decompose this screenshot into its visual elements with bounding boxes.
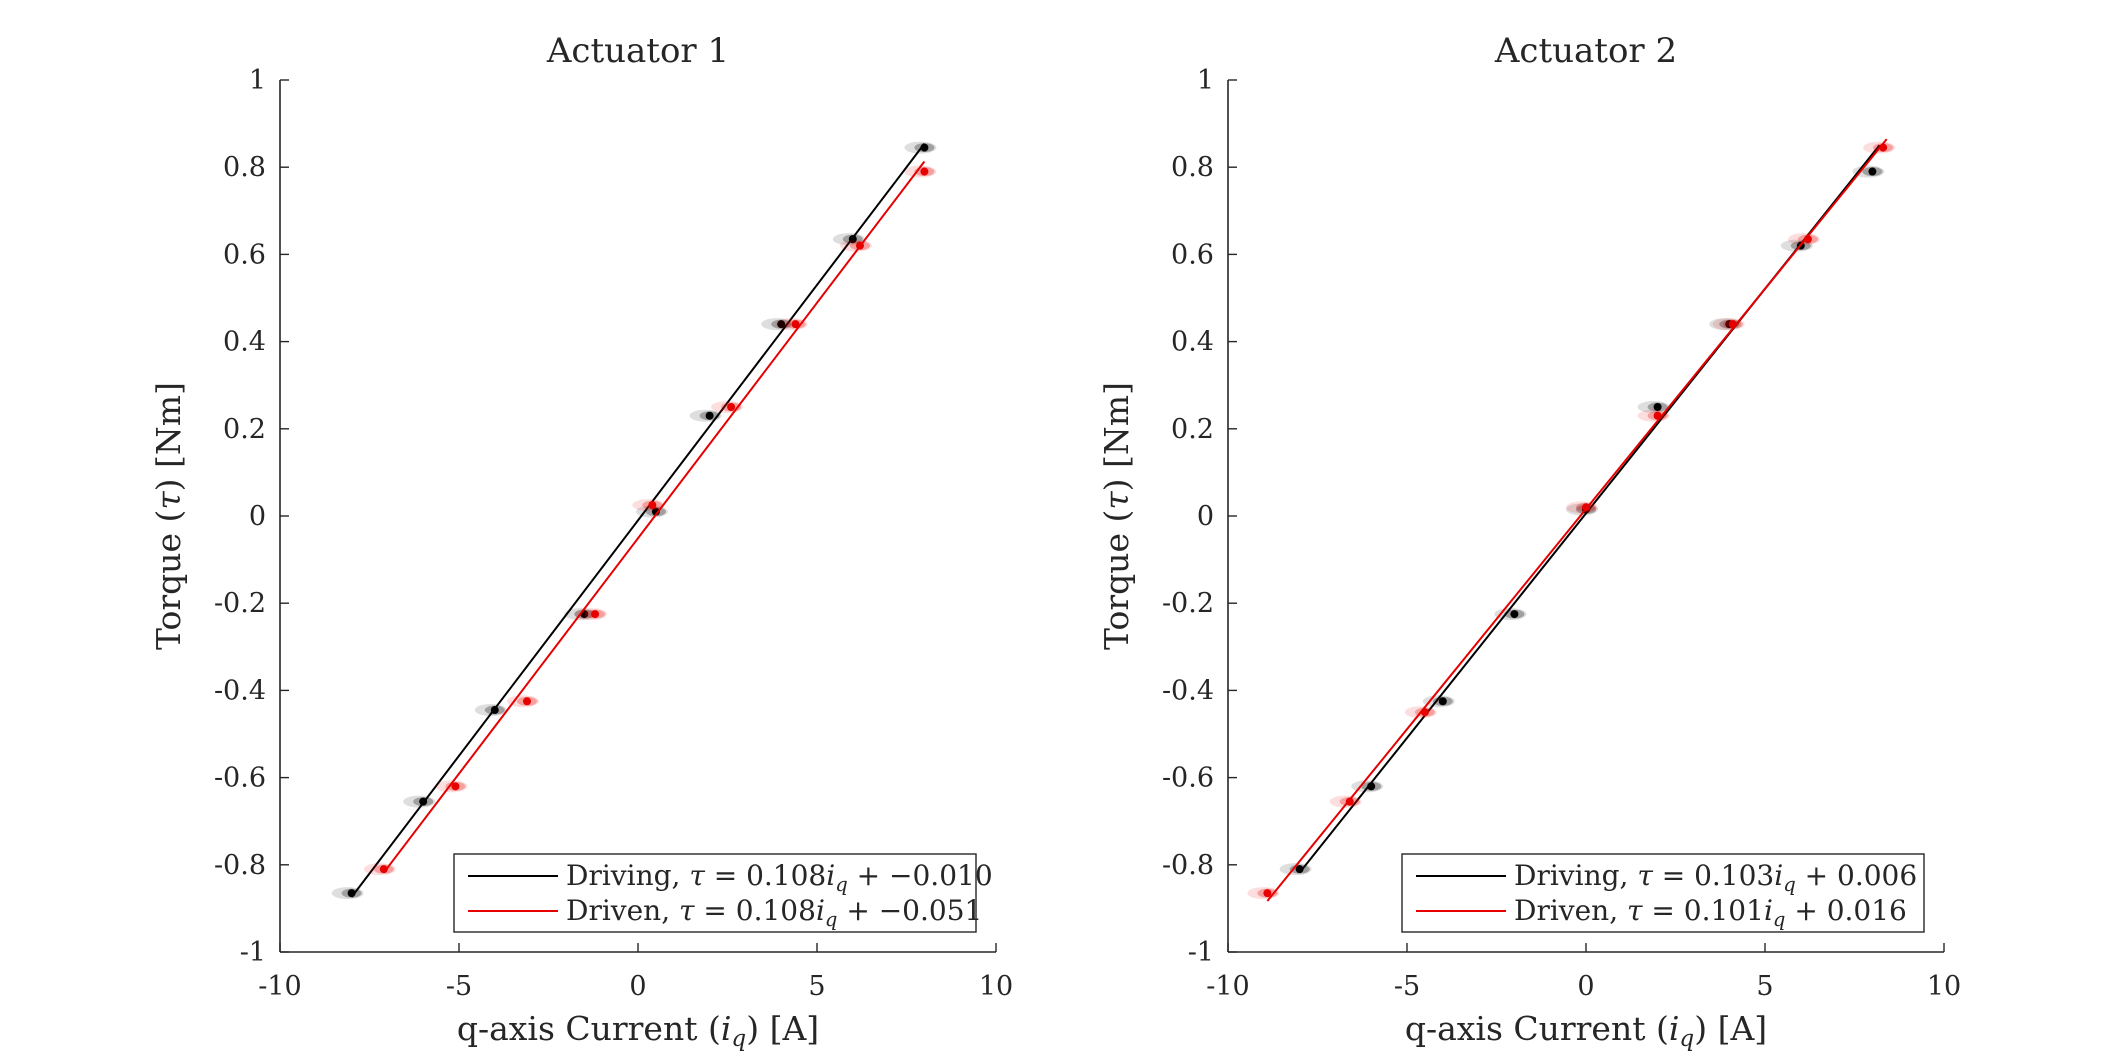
chart-2-series-2-point — [1787, 233, 1820, 246]
chart-2-series-1-point — [1494, 608, 1527, 621]
chart-2-x-tick-label: -5 — [1394, 971, 1420, 1002]
chart-1-y-tick-label: 0.4 — [223, 327, 266, 358]
chart-2-series-2-point — [1566, 501, 1598, 514]
chart-2-y-axis-label: Torque (τ) [Nm] — [1097, 382, 1136, 650]
chart-2-x-tick-label: 0 — [1577, 971, 1594, 1002]
chart-1-series-2-point — [507, 695, 540, 708]
chart-2-x-axis-label: q-axis Current (iq​) [A] — [1405, 1009, 1767, 1052]
chart-1-series-2-fit-line — [383, 160, 926, 874]
chart-actuator-1: -10 -5 0 5 10 -1 -0.8 -0.6 -0.4 -0.2 0 0.2 0.4 0.6 0.8… — [149, 31, 1013, 1052]
chart-2-y-tick-label: -0.4 — [1162, 675, 1214, 706]
chart-actuator-2: -10 -5 0 5 10 -1 -0.8 -0.6 -0.4 -0.2 0 0.2 0.4 0.6 0.8… — [1097, 31, 1961, 1052]
chart-1-x-tick-label: 10 — [979, 971, 1013, 1002]
chart-2-y-tick-label: 1 — [1197, 65, 1214, 96]
chart-2-y-tick-label: -0.2 — [1162, 588, 1214, 619]
chart-1-series-2-point — [363, 863, 396, 876]
chart-2-x-tick-label: -10 — [1206, 971, 1249, 1002]
chart-2-title: Actuator 2 — [1494, 31, 1677, 71]
chart-2-series-2-fit-line — [1266, 138, 1888, 902]
chart-1-y-tick-label: 0.8 — [223, 152, 266, 183]
chart-1-series-1-point — [403, 795, 436, 808]
chart-1-series-2-point — [839, 239, 872, 252]
chart-1-title: Actuator 1 — [546, 31, 729, 71]
chart-2-legend-entry: Driven, τ = 0.101iq​ + 0.016 — [1514, 894, 1907, 931]
chart-2-y-tick-label: -1 — [1188, 937, 1214, 968]
chart-1-y-tick-label: -0.4 — [214, 675, 266, 706]
chart-1-y-tick-label: -1 — [240, 937, 266, 968]
chart-1-series-2 — [363, 160, 937, 876]
chart-1-y-tick-label: -0.2 — [214, 588, 266, 619]
chart-1-series-2-point — [632, 499, 665, 512]
chart-2-legend-entry: Driving, τ = 0.103iq​ + 0.006 — [1514, 859, 1917, 896]
chart-2-y-tick-label: 0 — [1197, 501, 1214, 532]
chart-1-y-tick-label: 1 — [249, 65, 266, 96]
chart-2-y-tick-label: 0.8 — [1171, 152, 1214, 183]
chart-1-legend-entry: Driven, τ = 0.108iq​ + −0.051 — [566, 894, 982, 931]
chart-1-y-tick-label: -0.8 — [214, 850, 266, 881]
chart-1-x-tick-label: -5 — [446, 971, 472, 1002]
chart-1-y-tick-label: 0.6 — [223, 239, 266, 270]
chart-1-x-tick-label: 0 — [629, 971, 646, 1002]
chart-1-y-axis-label: Torque (τ) [Nm] — [149, 382, 188, 650]
chart-1-series-1-point — [689, 409, 722, 422]
chart-1-y-tick-label: -0.6 — [214, 763, 266, 794]
chart-2-series-1-point — [1422, 695, 1455, 708]
chart-2-series-1-point — [1637, 401, 1670, 413]
chart-2-x-tick-label: 10 — [1927, 971, 1961, 1002]
chart-2-series-2 — [1247, 138, 1896, 902]
chart-1-legend-entry: Driving, τ = 0.108iq​ + −0.010 — [566, 859, 993, 896]
chart-1-y-tick-label: 0 — [249, 501, 266, 532]
chart-2-y-tick-label: 0.6 — [1171, 239, 1214, 270]
chart-2-y-tick-label: 0.2 — [1171, 414, 1214, 445]
chart-2-series-2-point — [1637, 409, 1670, 422]
chart-2-series-1-point — [1852, 165, 1885, 178]
chart-2-y-tick-label: -0.6 — [1162, 763, 1214, 794]
chart-2-y-tick-label: -0.8 — [1162, 850, 1214, 881]
chart-2-y-tick-label: 0.4 — [1171, 327, 1214, 358]
chart-1-x-tick-label: -10 — [258, 971, 301, 1002]
chart-2-x-tick-label: 5 — [1756, 971, 1773, 1002]
chart-1-x-tick-label: 5 — [808, 971, 825, 1002]
chart-1-series-1-fit-line — [350, 143, 926, 898]
chart-1-y-tick-label: 0.2 — [223, 414, 266, 445]
chart-1-series-1 — [331, 141, 937, 900]
chart-1-x-axis-label: q-axis Current (iq​) [A] — [457, 1009, 819, 1052]
